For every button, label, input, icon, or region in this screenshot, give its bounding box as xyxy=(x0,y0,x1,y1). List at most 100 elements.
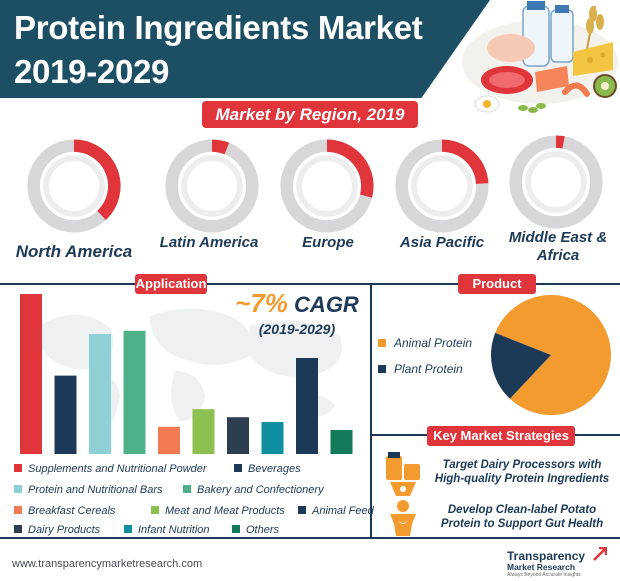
legend-label: Dairy Products xyxy=(28,524,101,536)
legend-swatch xyxy=(124,525,132,533)
product-legend-animal: Animal Protein xyxy=(378,336,472,350)
legend-label: Protein and Nutritional Bars xyxy=(28,484,163,496)
bar-infant-nutrition xyxy=(261,422,284,454)
legend-swatch xyxy=(232,525,240,533)
legend-item-meat-and-meat-products: Meat and Meat Products xyxy=(151,504,285,518)
region-label-asia-pacific: Asia Pacific xyxy=(399,234,485,251)
plant-protein-swatch xyxy=(378,365,386,373)
donut-inner-ring xyxy=(181,155,243,217)
animal-protein-swatch xyxy=(378,339,386,347)
title-band xyxy=(0,0,490,98)
donut-share-arc xyxy=(211,139,230,155)
donut-hole xyxy=(40,152,108,220)
legend-label: Supplements and Nutritional Powder xyxy=(28,463,207,475)
product-pie-chart xyxy=(491,295,611,415)
legend-item-beverages: Beverages xyxy=(234,462,301,476)
section-divider-bottom xyxy=(0,537,620,539)
animal-protein-label: Animal Protein xyxy=(394,336,473,350)
legend-label: Meat and Meat Products xyxy=(165,505,285,517)
legend-item-infant-nutrition: Infant Nutrition xyxy=(124,523,210,537)
legend-swatch xyxy=(234,464,242,472)
donut-inner-ring xyxy=(411,155,473,217)
bar-supplements-and-nutritional-powder xyxy=(20,294,42,454)
dairy-processor-icon xyxy=(386,452,420,496)
legend-swatch xyxy=(14,485,22,493)
donut-share-arc xyxy=(73,139,121,220)
legend-label: Beverages xyxy=(248,463,301,475)
region-donut-north-america xyxy=(27,139,121,233)
legend-label: Animal Feed xyxy=(312,505,374,517)
legend-label: Infant Nutrition xyxy=(138,524,210,536)
legend-item-animal-feed: Animal Feed xyxy=(298,504,374,518)
cagr-label: CAGR xyxy=(294,292,359,317)
donut-hole xyxy=(178,152,246,220)
food-illustration-icon xyxy=(462,1,618,113)
page-title: Protein Ingredients Market 2019-2029 xyxy=(14,6,423,94)
donut-share-arc xyxy=(441,139,489,185)
bar-others xyxy=(330,430,353,454)
donut-inner-ring xyxy=(43,155,105,217)
donut-share-arc xyxy=(326,139,374,198)
cagr-period: (2019-2029) xyxy=(258,321,336,337)
strategy-2: Develop Clean-label Potato Protein to Su… xyxy=(440,504,604,530)
region-donut-latin-america xyxy=(165,139,259,233)
strategy-1: Target Dairy Processors with High-qualit… xyxy=(434,459,610,485)
region-label-europe: Europe xyxy=(302,234,354,251)
person-gut-icon xyxy=(390,500,416,536)
application-bar-chart xyxy=(20,294,353,454)
section-divider-top xyxy=(0,283,620,285)
region-donut-europe xyxy=(280,139,374,233)
region-label-north-america: North America xyxy=(15,242,133,261)
legend-swatch xyxy=(14,525,22,533)
legend-label: Breakfast Cereals xyxy=(28,505,116,517)
cagr-value: ~7% xyxy=(235,288,288,318)
legend-swatch xyxy=(14,506,22,514)
logo-sub: Market Research xyxy=(507,562,576,572)
region-heading: Market by Region, 2019 xyxy=(202,101,418,128)
legend-item-protein-and-nutritional-bars: Protein and Nutritional Bars xyxy=(14,483,163,497)
title-line-2: 2019-2029 xyxy=(14,53,170,90)
bar-dairy-products xyxy=(227,417,249,454)
pie-slice-plant-protein xyxy=(491,332,551,399)
bar-protein-and-nutritional-bars xyxy=(89,334,111,454)
bar-animal-feed xyxy=(296,358,318,454)
legend-swatch xyxy=(298,506,306,514)
strategies-heading: Key Market Strategies xyxy=(427,426,575,446)
title-line-1: Protein Ingredients Market xyxy=(14,9,423,46)
legend-swatch xyxy=(14,464,22,472)
legend-swatch xyxy=(151,506,159,514)
footer-url[interactable]: www.transparencymarketresearch.com xyxy=(12,558,203,570)
legend-swatch xyxy=(183,485,191,493)
pie-slices xyxy=(491,295,611,415)
region-donut-middle-east-africa xyxy=(509,135,603,229)
header: Protein Ingredients Market 2019-2029 xyxy=(0,0,620,113)
legend-item-others: Others xyxy=(232,523,279,537)
application-heading: Application xyxy=(135,274,207,294)
logo-name: Transparency xyxy=(507,549,586,563)
legend-item-supplements-and-nutritional-powder: Supplements and Nutritional Powder xyxy=(14,462,207,476)
logo-arrow-icon xyxy=(593,547,607,561)
company-logo: Transparency Market Research Always Beyo… xyxy=(507,547,607,579)
donut-hole xyxy=(522,148,590,216)
donut-hole xyxy=(408,152,476,220)
bar-meat-and-meat-products xyxy=(192,409,215,454)
donut-inner-ring xyxy=(296,155,358,217)
bar-series xyxy=(20,294,353,454)
donut-inner-ring xyxy=(525,151,587,213)
product-legend-plant: Plant Protein xyxy=(378,362,463,376)
section-divider-vertical xyxy=(370,283,372,537)
bar-bakery-and-confectionery xyxy=(123,330,146,454)
legend-item-dairy-products: Dairy Products xyxy=(14,523,100,537)
donut-share-arc xyxy=(555,135,565,149)
legend-label: Others xyxy=(246,524,280,536)
legend-item-breakfast-cereals: Breakfast Cereals xyxy=(14,504,115,518)
bar-breakfast-cereals xyxy=(158,426,180,454)
logo-tagline: Always Beyond Accurate Insights xyxy=(507,572,581,578)
product-heading: Product xyxy=(458,274,536,294)
region-label-middle-east-africa: Middle East & Africa xyxy=(508,229,608,264)
bar-beverages xyxy=(54,375,77,454)
legend-label: Bakery and Confectionery xyxy=(197,484,324,496)
region-donut-asia-pacific xyxy=(395,139,489,233)
pie-slice-animal-protein xyxy=(495,295,611,415)
region-label-latin-america: Latin America xyxy=(159,234,259,251)
